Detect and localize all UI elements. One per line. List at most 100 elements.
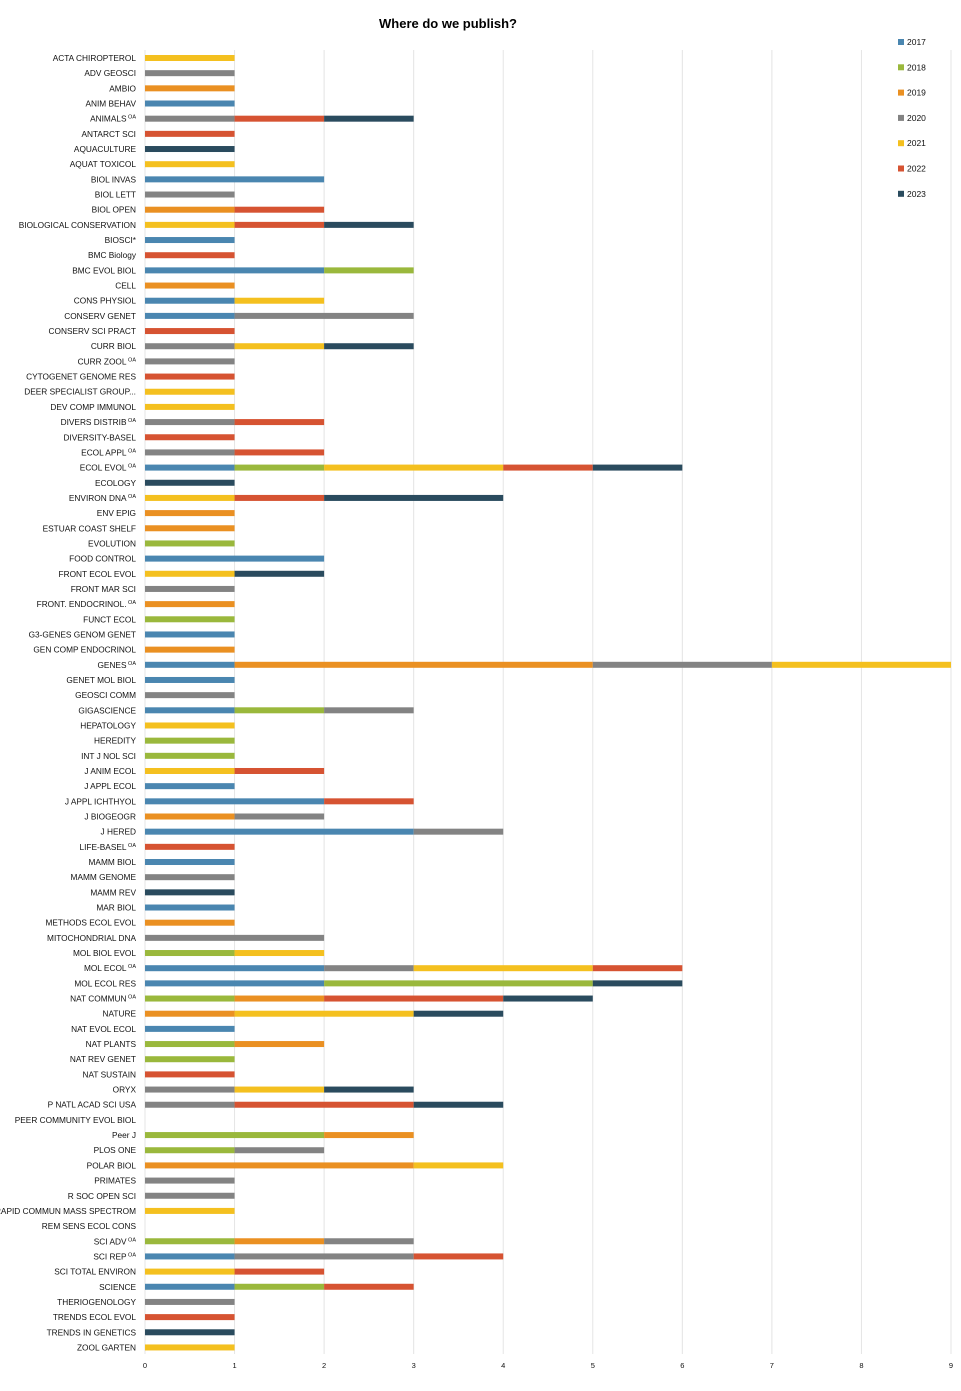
bar-segment (145, 1101, 235, 1108)
x-tick-label: 7 (770, 1361, 774, 1370)
category-label: ECOL EVOL OA (80, 463, 137, 473)
x-tick-label: 9 (949, 1361, 953, 1370)
category-label: CURR ZOOL OA (78, 356, 137, 366)
category-label: SCI ADV OA (94, 1236, 137, 1246)
category-label: CELL (115, 281, 136, 291)
bar-segment (324, 267, 414, 274)
bar-segment (145, 100, 235, 107)
legend-swatch (898, 89, 904, 96)
bar-segment (234, 312, 414, 319)
bar-segment (145, 601, 235, 608)
bar-segment (145, 1132, 325, 1139)
category-label: J BIOGEOGR (84, 812, 136, 822)
bar-segment (324, 707, 414, 714)
category-label: ANIM BEHAV (85, 99, 136, 109)
bar-segment (324, 965, 414, 972)
bar-segment (234, 707, 325, 714)
category-label: FRONT ECOL EVOL (59, 569, 137, 579)
bar-segment (145, 1162, 414, 1169)
bar-segment (145, 540, 235, 547)
category-label: RAPID COMMUN MASS SPECTROM (0, 1206, 136, 1216)
bar-segment (145, 282, 235, 289)
bar-segment (145, 70, 235, 77)
category-label: MAMM GENOME (71, 872, 137, 882)
bar-segment (145, 1283, 235, 1290)
category-label: EVOLUTION (88, 538, 136, 548)
bar-segment (145, 237, 235, 244)
category-label: CYTOGENET GENOME RES (26, 372, 136, 382)
category-label: ESTUAR COAST SHELF (43, 523, 136, 533)
bar-segment (145, 297, 235, 304)
category-label: Peer J (112, 1130, 136, 1140)
bar-segment (324, 980, 593, 987)
category-label: MAMM BIOL (89, 857, 137, 867)
category-label: J APPL ICHTHYOL (65, 796, 137, 806)
bar-segment (413, 828, 504, 835)
category-label: REM SENS ECOL CONS (42, 1221, 137, 1231)
bar-segment (145, 616, 235, 623)
category-label: R SOC OPEN SCI (68, 1191, 136, 1201)
category-label: ACTA CHIROPTEROL (53, 53, 137, 63)
legend-swatch (898, 64, 904, 71)
category-label: TRENDS ECOL EVOL (53, 1312, 137, 1322)
bar-segment (145, 1298, 235, 1305)
bar-segment (234, 1010, 414, 1017)
category-label: BIOL LETT (95, 190, 136, 200)
bar-segment (234, 419, 325, 426)
bar-segment (234, 995, 325, 1002)
category-label: ADV GEOSCI (84, 68, 136, 78)
bar-segment (413, 1253, 504, 1260)
category-labels: ACTA CHIROPTEROL ADV GEOSCI AMBIO ANIM BEHA… (0, 53, 137, 1352)
bar-segment (234, 1253, 414, 1260)
category-label: ECOLOGY (95, 478, 137, 488)
category-label: PRIMATES (94, 1176, 136, 1186)
bar-segment (145, 1253, 235, 1260)
x-tick-label: 6 (680, 1361, 684, 1370)
category-label: DIVERS DISTRIB OA (61, 417, 137, 427)
bar-segment (234, 206, 325, 213)
legend-swatch (898, 114, 904, 121)
category-label: FOOD CONTROL (69, 554, 136, 564)
bar-segment (145, 707, 235, 714)
bar-segment (324, 494, 504, 501)
bar-segment (145, 631, 235, 638)
bar-segment (145, 161, 235, 168)
category-label: CONSERV SCI PRACT (49, 326, 136, 336)
category-label: MOL ECOL RES (74, 978, 136, 988)
category-label: ECOL APPL OA (81, 447, 136, 457)
bar-segment (145, 661, 235, 668)
bar-segment (145, 85, 235, 92)
bar-segment (145, 373, 235, 380)
category-label: HEREDITY (94, 736, 136, 746)
bar-segment (145, 965, 325, 972)
x-tick-label: 3 (412, 1361, 416, 1370)
category-label: J ANIM ECOL (84, 766, 136, 776)
category-label: PEER COMMUNITY EVOL BIOL (15, 1115, 137, 1125)
legend-label: 2023 (907, 189, 926, 199)
bar-segment (234, 449, 325, 456)
bar-segment (145, 1238, 235, 1245)
bar-segment (145, 115, 235, 122)
category-label: J APPL ECOL (84, 781, 136, 791)
bar-segment (234, 1268, 325, 1275)
bar-segment (145, 1177, 235, 1184)
category-label: ORYX (113, 1085, 137, 1095)
bar-segment (145, 312, 235, 319)
bar-segment (324, 1132, 414, 1139)
bar-segment (324, 995, 504, 1002)
bar-segment (413, 1010, 504, 1017)
legend-swatch (898, 39, 904, 45)
category-label: G3-GENES GENOM GENET (29, 629, 136, 639)
bar-segment (145, 449, 235, 456)
category-label: P NATL ACAD SCI USA (48, 1100, 137, 1110)
bar-segment (145, 434, 235, 441)
category-label: SCI REP OA (93, 1251, 136, 1261)
bar-segment (145, 1056, 235, 1063)
bar-segment (234, 297, 325, 304)
bar-segment (145, 692, 235, 699)
x-axis-ticks: 0 1 2 3 4 5 6 7 8 9 (143, 1361, 953, 1370)
category-label: ANTARCT SCI (81, 129, 136, 139)
bar-segment (592, 464, 683, 471)
bar-segment (145, 206, 235, 213)
